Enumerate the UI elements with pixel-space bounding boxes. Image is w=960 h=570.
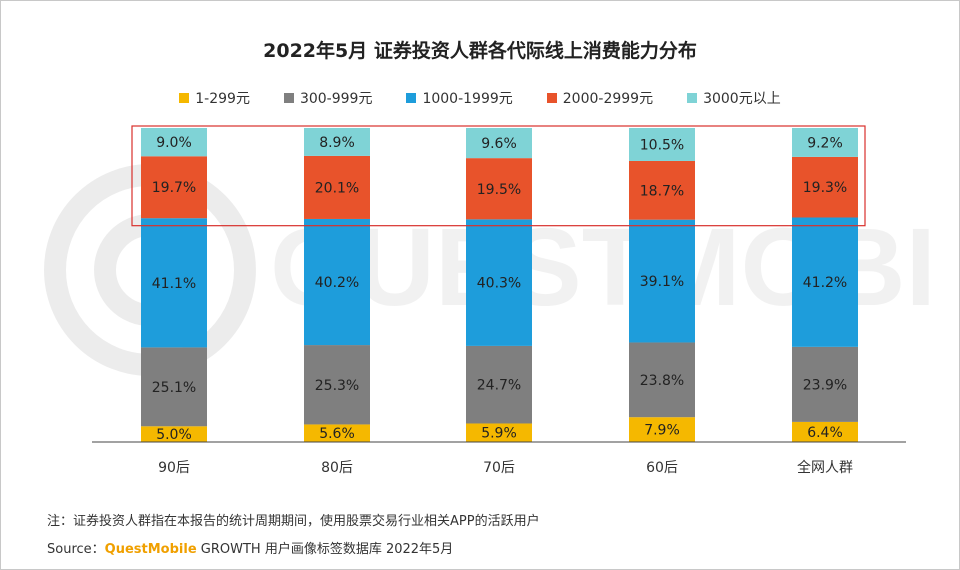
- bar-segment: [792, 156, 858, 218]
- footnote: 注：证券投资人群指在本报告的统计周期期间，使用股票交易行业相关APP的活跃用户: [47, 514, 540, 529]
- bar-segment: [792, 346, 858, 422]
- data-label: 10.5%: [640, 137, 684, 153]
- bar-segment: [304, 345, 370, 425]
- bar-segment: [629, 417, 695, 442]
- bar-segment: [792, 128, 858, 157]
- data-label: 7.9%: [644, 423, 680, 439]
- bar-segment: [466, 219, 532, 346]
- legend-swatch: [283, 93, 294, 103]
- x-tick-label: 60后: [646, 460, 678, 476]
- data-label: 9.2%: [807, 135, 843, 151]
- legend-swatch: [179, 93, 190, 103]
- bar-segment: [141, 218, 207, 348]
- bar-segment: [466, 158, 532, 220]
- data-label: 23.8%: [640, 373, 684, 389]
- data-label: 6.4%: [807, 425, 843, 441]
- data-label: 40.3%: [477, 276, 521, 292]
- legend-item: 1000-1999元: [406, 88, 513, 108]
- chart-legend: 1-299元 300-999元 1000-1999元 2000-2999元 3000元以…: [0, 88, 960, 108]
- data-label: 23.9%: [803, 377, 847, 393]
- data-label: 5.9%: [481, 426, 517, 442]
- source-label: Source：: [47, 542, 105, 557]
- legend-item: 3000元以上: [687, 88, 781, 108]
- bar-segment: [466, 345, 532, 424]
- bar-segment: [304, 128, 370, 156]
- data-label: 8.9%: [319, 135, 355, 151]
- legend-item: 2000-2999元: [546, 88, 654, 108]
- data-label: 40.2%: [315, 275, 359, 291]
- data-label: 18.7%: [640, 183, 684, 199]
- x-tick-label: 全网人群: [797, 459, 853, 476]
- legend-label: 1000-1999元: [422, 91, 513, 107]
- data-label: 41.2%: [803, 275, 847, 291]
- data-label: 19.5%: [477, 182, 521, 198]
- bar-segment: [304, 218, 370, 346]
- source-text: GROWTH 用户画像标签数据库 2022年5月: [196, 542, 454, 557]
- source-brand: QuestMobile: [104, 542, 197, 557]
- bar-segment: [792, 217, 858, 347]
- data-label: 19.7%: [152, 180, 196, 196]
- data-label: 9.0%: [156, 135, 192, 151]
- bar-segment: [141, 347, 207, 427]
- data-label: 39.1%: [640, 274, 684, 290]
- bar-segment: [792, 421, 858, 442]
- bar-segment: [141, 426, 207, 442]
- bar-segment: [629, 160, 695, 220]
- bar-segment: [304, 155, 370, 219]
- legend-label: 3000元以上: [703, 91, 781, 107]
- stacked-bar-chart: 5.0% 25.1% 41.1% 19.7% 9.0% 90后 5.6% 25.3% 40.2%…: [92, 125, 906, 476]
- x-tick-label: 90后: [158, 460, 190, 476]
- legend-item: 1-299元: [179, 88, 250, 108]
- source-line: Source：QuestMobile GROWTH 用户画像标签数据库 2022…: [47, 538, 453, 557]
- bar-segment: [466, 423, 532, 442]
- data-label: 25.1%: [152, 380, 196, 396]
- bar-segment: [141, 156, 207, 219]
- data-label: 25.3%: [315, 378, 359, 394]
- highlight-box: [131, 125, 866, 227]
- x-tick-label: 70后: [483, 460, 515, 476]
- legend-label: 1-299元: [195, 91, 250, 107]
- data-label: 5.0%: [156, 427, 192, 443]
- bar-segment: [304, 424, 370, 442]
- bar-segment: [141, 128, 207, 157]
- legend-swatch: [687, 93, 698, 103]
- bar-segment: [466, 128, 532, 159]
- data-label: 5.6%: [319, 426, 355, 442]
- legend-label: 300-999元: [299, 91, 373, 107]
- legend-item: 300-999元: [283, 88, 373, 108]
- x-tick-label: 80后: [321, 460, 353, 476]
- data-label: 9.6%: [481, 136, 517, 152]
- data-label: 41.1%: [152, 276, 196, 292]
- legend-swatch: [406, 93, 417, 103]
- chart-title: 2022年5月 证券投资人群各代际线上消费能力分布: [263, 40, 697, 62]
- data-label: 19.3%: [803, 180, 847, 196]
- bar-segment: [629, 219, 695, 343]
- data-label: 20.1%: [315, 180, 359, 196]
- data-label: 24.7%: [477, 378, 521, 394]
- bar-segment: [629, 342, 695, 418]
- legend-swatch: [546, 93, 557, 103]
- bar-segment: [629, 128, 695, 161]
- legend-label: 2000-2999元: [562, 91, 654, 107]
